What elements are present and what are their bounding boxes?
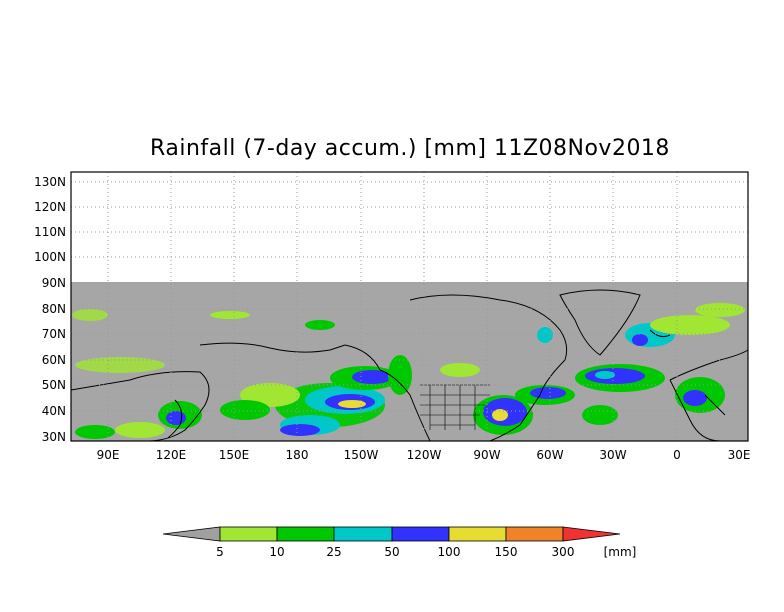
graticule	[71, 172, 748, 441]
lat-tick-label: 110N	[34, 225, 66, 239]
colorbar: 5 10 25 50 100 150 300 [mm]	[162, 526, 637, 559]
latitude-tick-labels: 130N 120N 110N 100N 90N 80N 70N 60N 50N …	[34, 175, 66, 444]
colorbar-under-triangle	[162, 526, 221, 542]
map-plot-area	[70, 171, 749, 442]
colorbar-over-triangle	[562, 526, 621, 542]
coastlines	[70, 289, 749, 442]
colorbar-label: 10	[269, 545, 284, 559]
lon-tick-label: 150E	[219, 448, 250, 462]
colorbar-segment	[219, 526, 278, 542]
colorbar-segment	[391, 526, 450, 542]
lon-tick-label: 0	[673, 448, 681, 462]
lat-tick-label: 80N	[42, 302, 66, 316]
colorbar-label: 100	[438, 545, 461, 559]
colorbar-segment	[276, 526, 335, 542]
lat-tick-label: 70N	[42, 327, 66, 341]
lon-tick-label: 90W	[473, 448, 500, 462]
lat-tick-label: 30N	[42, 430, 66, 444]
colorbar-segment	[333, 526, 393, 542]
lat-tick-label: 60N	[42, 353, 66, 367]
lon-tick-label: 150W	[344, 448, 379, 462]
longitude-tick-labels: 90E 120E 150E 180 150W 120W 90W 60W 30W …	[97, 448, 751, 462]
lon-tick-label: 30E	[728, 448, 751, 462]
lon-tick-label: 120E	[156, 448, 187, 462]
lon-tick-label: 120W	[407, 448, 442, 462]
lon-tick-label: 180	[286, 448, 309, 462]
colorbar-segment	[505, 526, 564, 542]
colorbar-unit: [mm]	[604, 545, 637, 559]
lon-tick-label: 60W	[536, 448, 563, 462]
lat-tick-label: 120N	[34, 200, 66, 214]
rainfall-field	[72, 303, 745, 439]
lon-tick-label: 90E	[97, 448, 120, 462]
lon-tick-label: 30W	[599, 448, 626, 462]
lat-tick-label: 100N	[34, 250, 66, 264]
colorbar-segment	[448, 526, 507, 542]
lat-tick-label: 40N	[42, 404, 66, 418]
colorbar-label: 300	[552, 545, 575, 559]
colorbar-label: 25	[326, 545, 341, 559]
colorbar-label: 5	[216, 545, 224, 559]
lat-tick-label: 90N	[42, 276, 66, 290]
lat-tick-label: 130N	[34, 175, 66, 189]
plot-frame	[70, 171, 749, 442]
colorbar-label: 50	[384, 545, 399, 559]
map-title: Rainfall (7-day accum.) [mm] 11Z08Nov201…	[150, 136, 670, 161]
colorbar-label: 150	[495, 545, 518, 559]
lat-tick-label: 50N	[42, 378, 66, 392]
